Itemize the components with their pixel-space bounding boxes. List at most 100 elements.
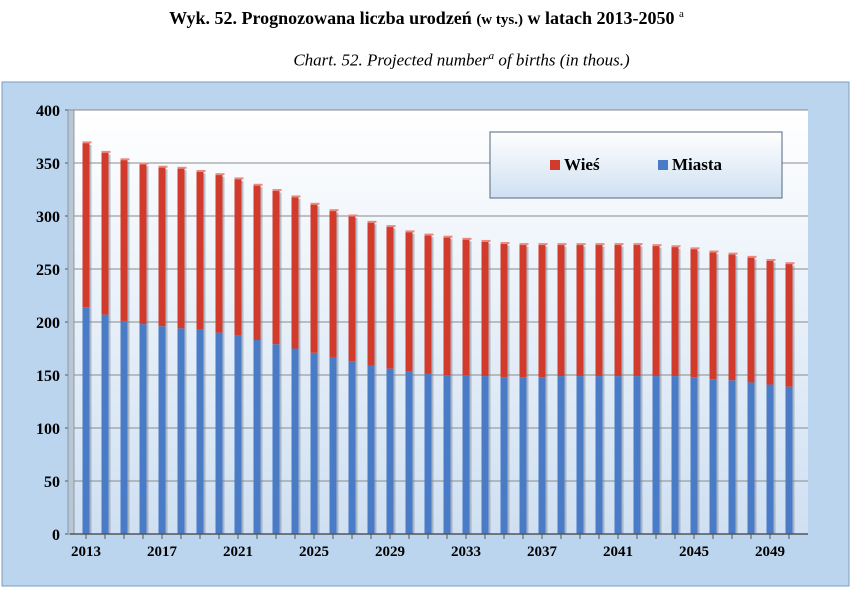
bar-shadow xyxy=(298,198,301,535)
x-tick-label: 2013 xyxy=(71,544,101,560)
bar-miasta xyxy=(158,326,166,534)
bar-top xyxy=(272,189,282,192)
bar-shadow xyxy=(89,144,92,535)
bar-miasta xyxy=(139,324,147,534)
bar-shadow xyxy=(545,246,548,534)
bar-shadow xyxy=(203,173,206,534)
bar-miasta xyxy=(728,380,736,534)
bar-miasta xyxy=(405,371,413,534)
bar-miasta xyxy=(329,356,337,534)
x-tick-label: 2045 xyxy=(679,544,709,560)
title-pl-unit: (w tys.) xyxy=(476,12,523,28)
bar-top xyxy=(405,230,415,233)
bar-wies xyxy=(481,241,489,377)
bar-wies xyxy=(557,244,565,377)
y-tick-label: 0 xyxy=(52,527,60,544)
bar-shadow xyxy=(564,246,567,534)
bar-top xyxy=(576,243,586,246)
bar-top xyxy=(253,183,263,186)
bar-wies xyxy=(633,244,641,377)
bar-shadow xyxy=(108,154,111,534)
legend-label: Miasta xyxy=(672,155,723,174)
title-pl-main: Wyk. 52. Prognozowana liczba urodzeń xyxy=(169,8,472,28)
bar-wies xyxy=(82,142,90,308)
bar-top xyxy=(215,173,225,176)
legend-box xyxy=(489,131,783,199)
bar-shadow xyxy=(374,224,377,535)
bar-wies xyxy=(538,244,546,378)
bar-wies xyxy=(196,171,204,330)
bar-wies xyxy=(158,167,166,327)
bar-miasta xyxy=(671,376,679,534)
bar-wies xyxy=(500,243,508,378)
bar-top xyxy=(785,262,795,265)
bar-miasta xyxy=(481,376,489,534)
bar-top xyxy=(367,220,377,223)
bar-miasta xyxy=(291,348,299,534)
bar-top xyxy=(82,141,92,144)
y-tick-label: 300 xyxy=(36,209,60,226)
bar-shadow xyxy=(773,262,776,534)
chart-area: 0 50 100 150 200 250 300 350 400 2013 2017 2021 2025… xyxy=(0,80,853,593)
bar-miasta xyxy=(462,375,470,534)
bar-miasta xyxy=(386,368,394,534)
bar-shadow xyxy=(621,246,624,534)
bar-miasta xyxy=(234,335,242,534)
bar-top xyxy=(747,255,757,258)
bar-top xyxy=(443,235,453,238)
bar-top xyxy=(329,209,339,212)
bar-miasta xyxy=(177,328,185,534)
bar-miasta xyxy=(500,377,508,534)
bar-shadow xyxy=(583,246,586,534)
bar-top xyxy=(234,177,244,180)
bar-wies xyxy=(443,237,451,375)
bar-wies xyxy=(272,190,280,345)
bar-top xyxy=(538,243,548,246)
bar-top xyxy=(386,225,396,228)
bar-shadow xyxy=(450,239,453,534)
bar-top xyxy=(348,214,358,217)
bar-wies xyxy=(576,244,584,377)
bar-miasta xyxy=(424,373,432,534)
y-tick-label: 350 xyxy=(36,156,60,173)
legend-swatch xyxy=(658,160,668,170)
bar-top xyxy=(120,158,130,161)
bar-top xyxy=(709,250,719,253)
bar-shadow xyxy=(184,170,187,535)
bar-wies xyxy=(785,263,793,387)
title-superscript: a xyxy=(678,8,684,20)
bar-shadow xyxy=(697,250,700,535)
bar-shadow xyxy=(507,245,510,534)
legend-swatch xyxy=(550,160,560,170)
bar-wies xyxy=(519,244,527,378)
bar-wies xyxy=(747,257,755,383)
bar-top xyxy=(500,242,510,245)
bar-shadow xyxy=(659,247,662,534)
bar-top xyxy=(196,169,206,172)
bar-miasta xyxy=(576,376,584,534)
bar-wies xyxy=(709,252,717,380)
bar-miasta xyxy=(348,361,356,534)
bar-miasta xyxy=(443,375,451,534)
x-tick-label: 2025 xyxy=(299,544,329,560)
bar-miasta xyxy=(766,384,774,534)
bar-top xyxy=(424,233,434,236)
bar-wies xyxy=(177,168,185,329)
bar-shadow xyxy=(165,169,168,534)
bar-miasta xyxy=(196,329,204,534)
births-chart: 0 50 100 150 200 250 300 350 400 2013 2017 2021 2025… xyxy=(1,81,850,587)
bar-top xyxy=(291,195,301,198)
x-tick-label: 2017 xyxy=(147,544,178,560)
bar-wies xyxy=(367,222,375,366)
bar-top xyxy=(177,166,187,169)
y-tick-label: 400 xyxy=(36,103,60,120)
bar-wies xyxy=(728,254,736,381)
bar-wies xyxy=(139,164,147,325)
bar-shadow xyxy=(146,166,149,534)
y-tick-label: 100 xyxy=(36,421,60,438)
bar-wies xyxy=(462,239,470,375)
y-tick-label: 50 xyxy=(44,474,60,491)
bar-top xyxy=(462,237,472,240)
bar-top xyxy=(728,252,738,255)
bar-top xyxy=(614,243,624,246)
